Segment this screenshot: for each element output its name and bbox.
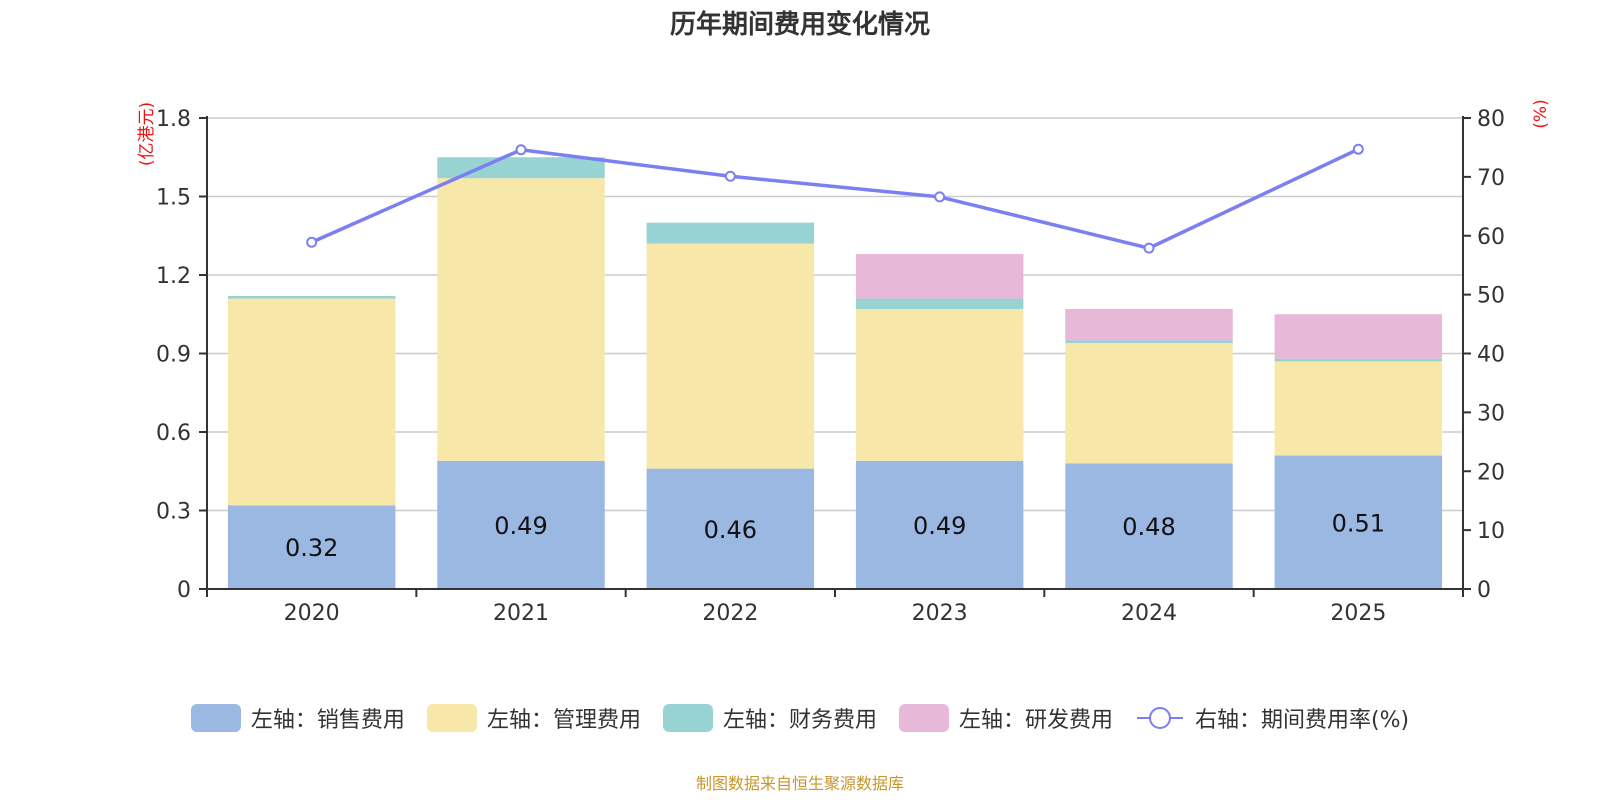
- left-axis-tick-label: 0.9: [156, 343, 191, 368]
- bar-segment-admin: [646, 243, 815, 469]
- left-axis-tick-label: 0: [177, 578, 191, 603]
- bar-segment-admin: [1065, 343, 1233, 464]
- bar-data-label: 0.48: [1122, 513, 1175, 541]
- legend-swatch-rd: [898, 704, 949, 732]
- right-axis-unit-label: (%): [1531, 99, 1551, 128]
- right-axis-tick-label: 0: [1477, 578, 1491, 603]
- right-axis-tick-label: 60: [1477, 225, 1505, 250]
- legend: 左轴：销售费用 左轴：管理费用 左轴：财务费用 左轴：研发费用 右轴：期间费用率…: [0, 702, 1600, 734]
- right-axis-tick-label: 70: [1477, 166, 1505, 191]
- bar-segment-finance: [1274, 358, 1443, 362]
- rate-point: [1143, 242, 1155, 254]
- legend-item-rate[interactable]: 右轴：期间费用率(%): [1135, 702, 1409, 734]
- rate-point: [724, 170, 736, 182]
- bar-segment-sales: [437, 460, 605, 589]
- legend-label-admin: 左轴：管理费用: [486, 708, 641, 733]
- legend-label-rate: 右轴：期间费用率(%): [1194, 708, 1410, 733]
- bar-segment-admin: [227, 298, 396, 506]
- left-axis-tick-label: 1.2: [156, 264, 191, 289]
- right-axis-tick-label: 50: [1477, 284, 1505, 309]
- chart-plot: 0 0.3 0.6 0.9 1.2 1.5 1.8 0 10 20 30 40 50 60 70 80 0.32…: [137, 99, 1551, 626]
- bar-segment-sales: [646, 468, 815, 589]
- bar-segment-sales: [1065, 463, 1233, 589]
- left-axis-tick-label: 0.6: [156, 421, 191, 446]
- bar-segment-finance: [855, 298, 1024, 310]
- left-axis-tick-label: 1.5: [156, 186, 191, 211]
- right-axis-tick-label: 40: [1477, 343, 1505, 368]
- bar-data-label: 0.32: [285, 534, 338, 562]
- chart-title: 历年期间费用变化情况: [669, 10, 930, 40]
- rate-line: [310, 147, 1360, 250]
- bar-data-label: 0.46: [704, 516, 757, 544]
- bar-segment-admin: [437, 178, 605, 461]
- x-axis-tick-label: 2024: [1121, 601, 1177, 626]
- legend-item-finance[interactable]: 左轴：财务费用: [662, 702, 877, 734]
- legend-label-finance: 左轴：财务费用: [722, 708, 877, 733]
- x-axis-tick-label: 2025: [1330, 601, 1386, 626]
- bar-segment-rd: [1065, 309, 1233, 341]
- left-axis-unit-label: (亿港元): [137, 102, 157, 166]
- bar-segment-sales: [1274, 455, 1443, 589]
- left-axis-tick-label: 1.8: [156, 107, 191, 132]
- rate-point: [515, 144, 527, 156]
- x-axis-tick-label: 2022: [702, 601, 758, 626]
- bar-data-label: 0.49: [494, 512, 547, 540]
- right-axis-tick-label: 30: [1477, 401, 1505, 426]
- legend-item-sales[interactable]: 左轴：销售费用: [190, 702, 405, 734]
- legend-item-rd[interactable]: 左轴：研发费用: [898, 702, 1113, 734]
- x-axis-tick-label: 2023: [912, 601, 968, 626]
- legend-label-rd: 左轴：研发费用: [958, 708, 1113, 733]
- bar-segment-sales: [855, 460, 1024, 589]
- legend-swatch-admin: [426, 704, 477, 732]
- legend-line-circle-icon: [1136, 707, 1183, 729]
- bar-segment-finance: [437, 157, 605, 179]
- legend-label-sales: 左轴：销售费用: [250, 708, 405, 733]
- bar-segment-rd: [1274, 314, 1443, 359]
- bar-segment-finance: [646, 222, 815, 244]
- left-axis-tick-label: 0.3: [156, 500, 191, 525]
- bar-segment-finance: [227, 295, 396, 299]
- bar-data-label: 0.49: [913, 512, 966, 540]
- bar-segment-rd: [855, 254, 1024, 299]
- bar-segment-sales: [227, 505, 396, 589]
- right-axis-tick-label: 10: [1477, 519, 1505, 544]
- x-axis-tick-label: 2020: [284, 601, 340, 626]
- rate-point: [306, 236, 318, 248]
- rate-point: [934, 191, 946, 203]
- right-axis-tick-label: 20: [1477, 460, 1505, 485]
- bar-data-label: 0.51: [1332, 509, 1385, 537]
- data-source-note: 制图数据来自恒生聚源数据库: [695, 774, 904, 793]
- bar-segment-admin: [1274, 361, 1443, 456]
- legend-swatch-finance: [662, 704, 713, 732]
- legend-swatch-sales: [190, 704, 241, 732]
- right-axis-tick-label: 80: [1477, 107, 1505, 132]
- x-axis-tick-label: 2021: [493, 601, 549, 626]
- bar-segment-finance: [1065, 340, 1233, 344]
- legend-item-admin[interactable]: 左轴：管理费用: [426, 702, 641, 734]
- bar-segment-admin: [855, 309, 1024, 461]
- rate-point: [1352, 143, 1364, 155]
